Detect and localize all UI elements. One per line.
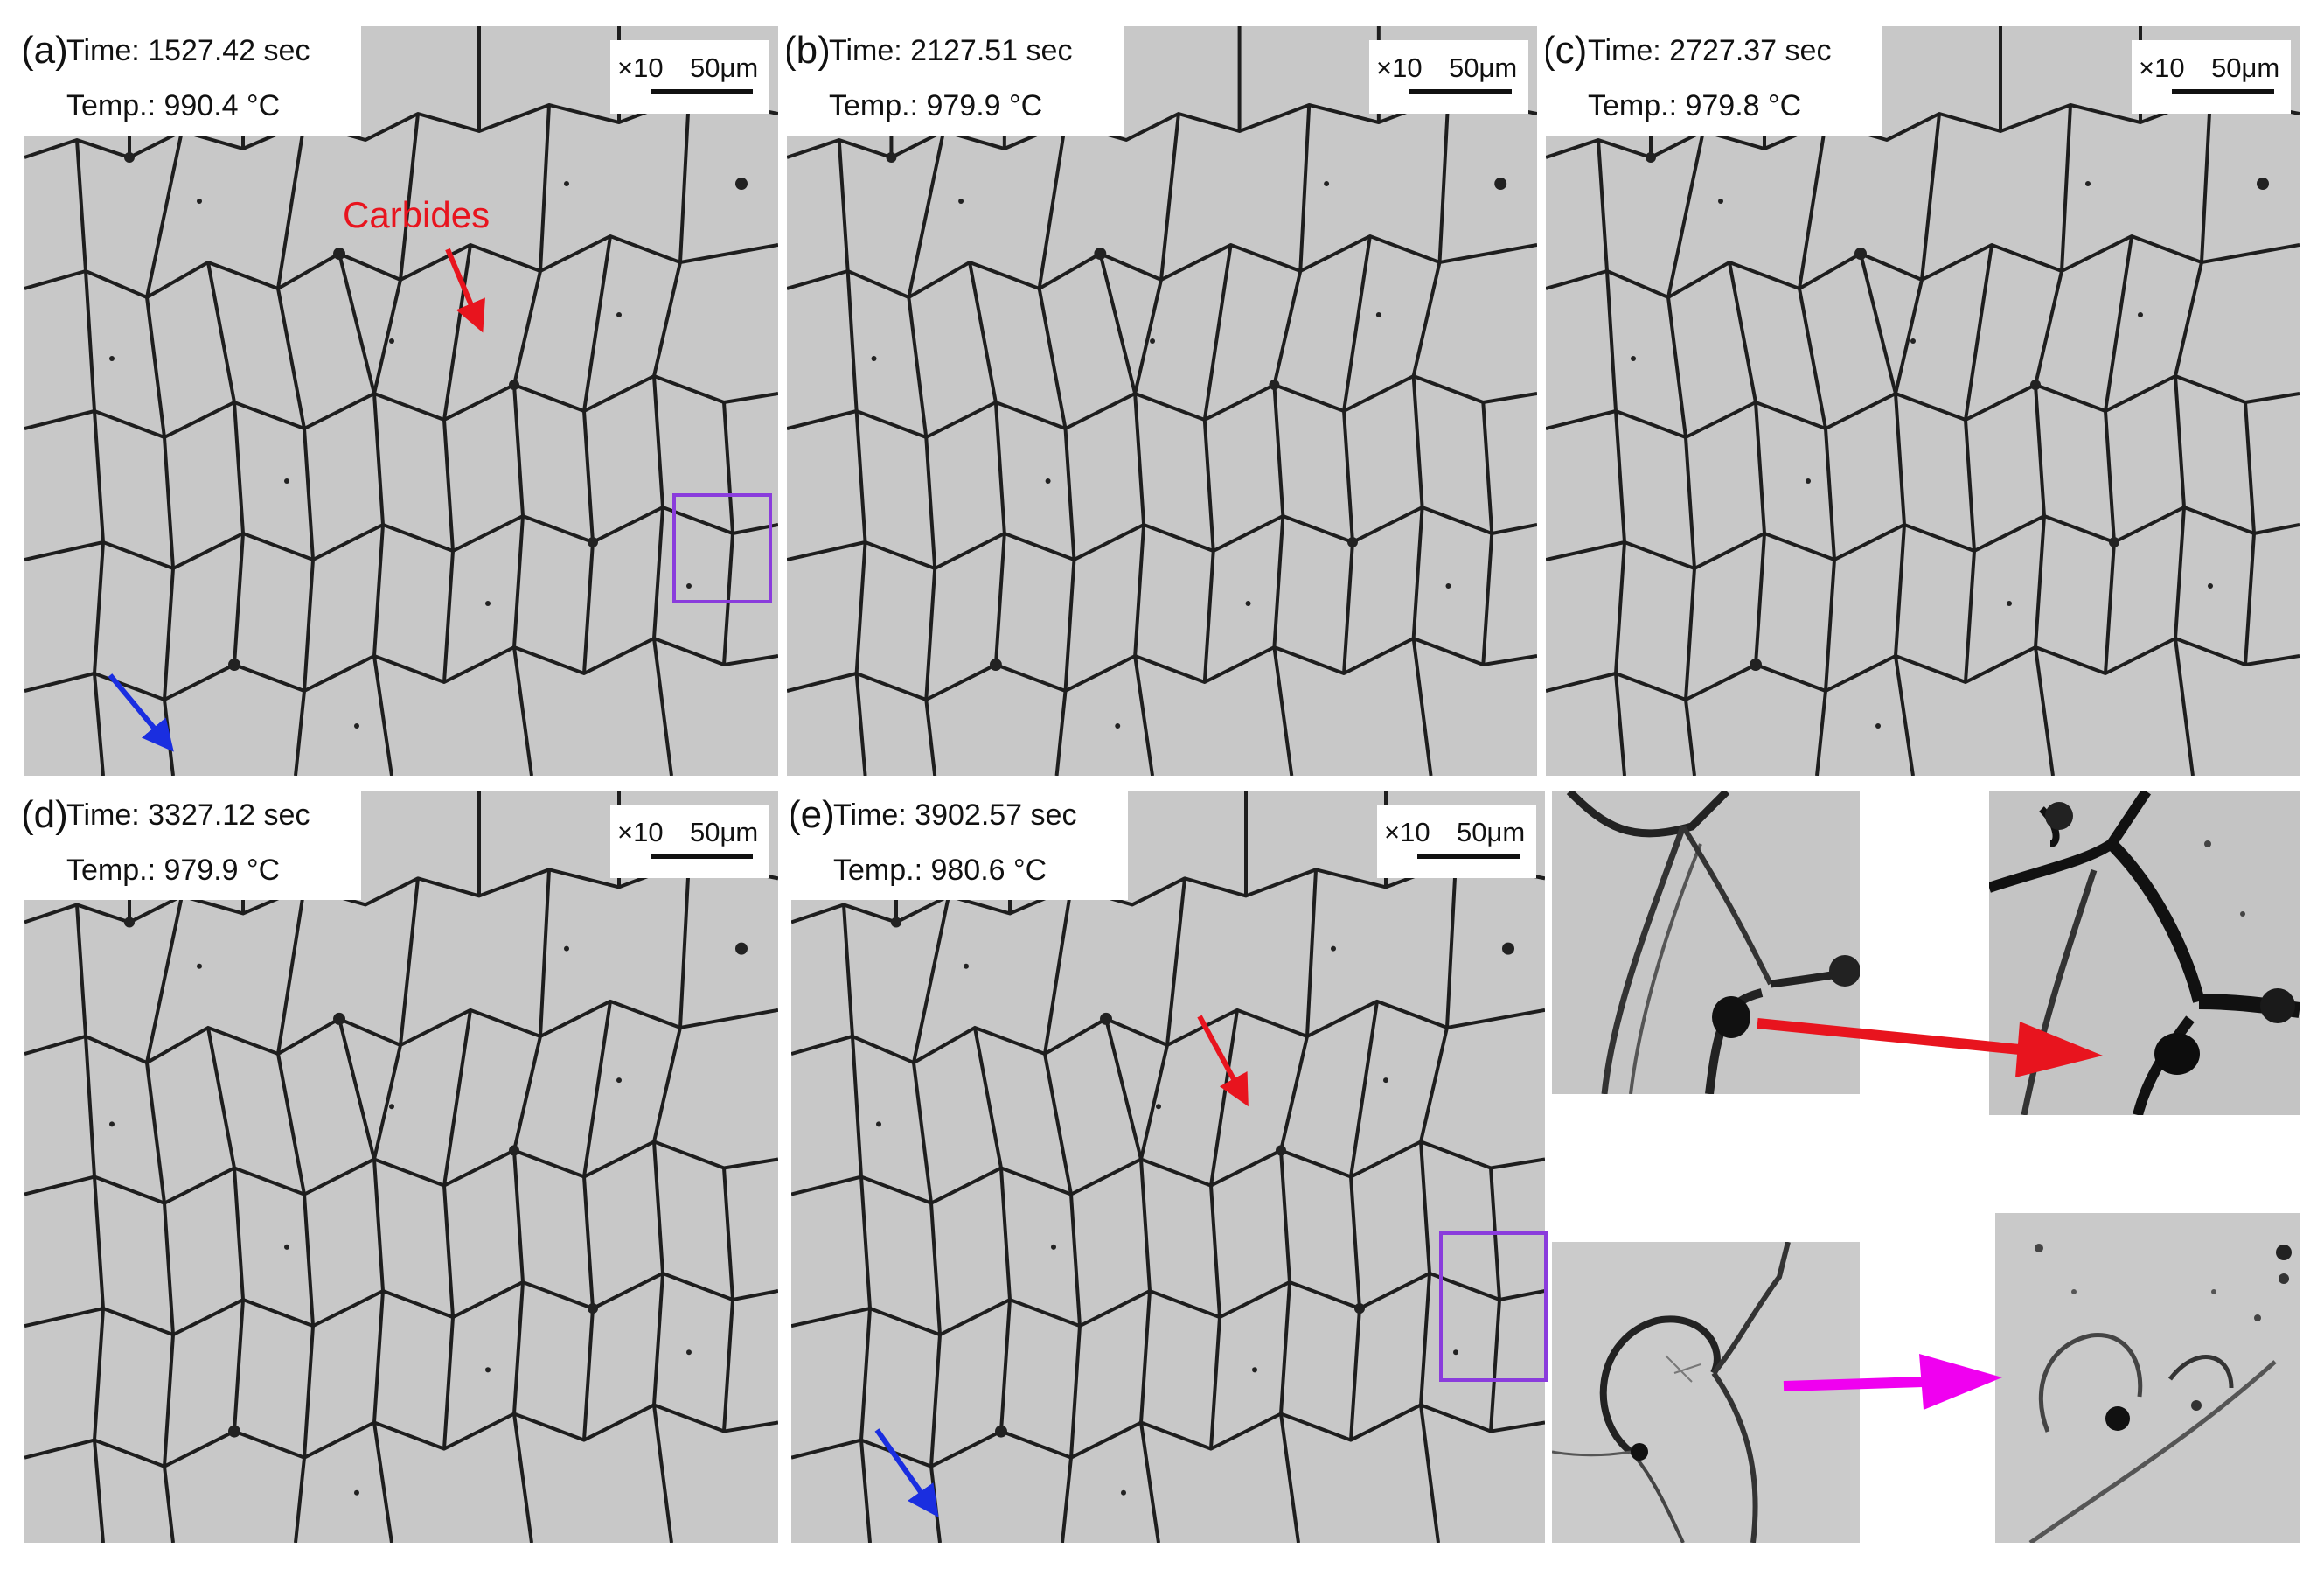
- panel-label-b: (b): [787, 29, 831, 72]
- temperature-readout-e: Temp.: 980.6 °C: [833, 854, 1047, 887]
- magnification-e: ×10: [1384, 817, 1430, 847]
- panel-header-c: (c) Time: 2727.37 sec Temp.: 979.8 °C: [1546, 26, 1882, 136]
- scale-box-e: ×10 50μm: [1377, 805, 1536, 878]
- panel-header-a: (a) Time: 1527.42 sec Temp.: 990.4 °C: [24, 26, 361, 136]
- scale-bar-label-a: 50μm: [690, 52, 759, 83]
- scale-box-b: ×10 50μm: [1369, 40, 1528, 114]
- scale-bar-label-d: 50μm: [690, 817, 759, 847]
- magnification-a: ×10: [617, 52, 664, 83]
- zoom-inset-carbide-before: [1552, 791, 1860, 1094]
- micrograph-panel-a: (a) Time: 1527.42 sec Temp.: 990.4 °C ×1…: [24, 26, 778, 776]
- micrograph-panel-d: (d) Time: 3327.12 sec Temp.: 979.9 °C ×1…: [24, 791, 778, 1543]
- panel-label-c: (c): [1546, 29, 1588, 72]
- panel-header-e: (e) Time: 3902.57 sec Temp.: 980.6 °C: [791, 791, 1128, 900]
- time-readout-d: Time: 3327.12 sec: [66, 798, 310, 832]
- panel-label-d: (d): [24, 793, 68, 836]
- scale-bar-c: [2172, 89, 2274, 94]
- micrograph-panel-e: (e) Time: 3902.57 sec Temp.: 980.6 °C ×1…: [791, 791, 1545, 1543]
- microstructure-image-e: [791, 791, 1545, 1543]
- panel-header-d: (d) Time: 3327.12 sec Temp.: 979.9 °C: [24, 791, 361, 900]
- grain-zoom-arrowhead: [1919, 1354, 2002, 1410]
- temperature-readout-c: Temp.: 979.8 °C: [1588, 89, 1802, 122]
- scale-bar-a: [651, 89, 753, 94]
- scale-box-a: ×10 50μm: [610, 40, 769, 114]
- scale-bar-e: [1417, 854, 1520, 859]
- panel-label-e: (e): [791, 793, 835, 836]
- scale-bar-b: [1409, 89, 1512, 94]
- scale-bar-d: [651, 854, 753, 859]
- panel-header-b: (b) Time: 2127.51 sec Temp.: 979.9 °C: [787, 26, 1124, 136]
- magnification-d: ×10: [617, 817, 664, 847]
- scale-bar-label-e: 50μm: [1457, 817, 1526, 847]
- microstructure-image-d: [24, 791, 778, 1543]
- microstructure-image-a: [24, 26, 778, 776]
- time-readout-b: Time: 2127.51 sec: [829, 34, 1073, 67]
- micrograph-panel-b: (b) Time: 2127.51 sec Temp.: 979.9 °C ×1…: [787, 26, 1537, 776]
- temperature-readout-d: Temp.: 979.9 °C: [66, 854, 281, 887]
- micrograph-panel-c: (c) Time: 2727.37 sec Temp.: 979.8 °C ×1…: [1546, 26, 2300, 776]
- time-readout-c: Time: 2727.37 sec: [1588, 34, 1832, 67]
- zoom-inset-grain-before: [1552, 1242, 1860, 1543]
- zoom-inset-carbide-after: [1989, 791, 2300, 1115]
- scale-bar-label-b: 50μm: [1449, 52, 1518, 83]
- time-readout-a: Time: 1527.42 sec: [66, 34, 310, 67]
- scale-box-c: ×10 50μm: [2132, 40, 2291, 114]
- time-readout-e: Time: 3902.57 sec: [833, 798, 1077, 832]
- scale-box-d: ×10 50μm: [610, 805, 769, 878]
- microstructure-image-b: [787, 26, 1537, 776]
- magnification-c: ×10: [2139, 52, 2185, 83]
- zoom-inset-grain-after: [1995, 1213, 2300, 1543]
- microstructure-image-c: [1546, 26, 2300, 776]
- scale-bar-label-c: 50μm: [2211, 52, 2280, 83]
- temperature-readout-b: Temp.: 979.9 °C: [829, 89, 1043, 122]
- temperature-readout-a: Temp.: 990.4 °C: [66, 89, 281, 122]
- magnification-b: ×10: [1376, 52, 1423, 83]
- panel-label-a: (a): [24, 29, 68, 72]
